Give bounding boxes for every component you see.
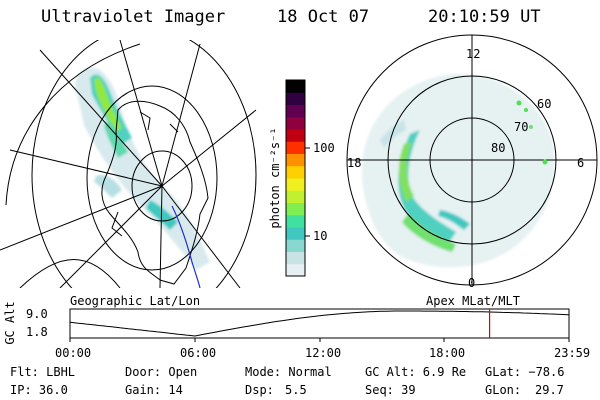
altitude-tick-low: 1.8 (26, 325, 48, 339)
colorbar-segment (286, 153, 305, 167)
info-dsp-label: Dsp: (245, 383, 274, 397)
colorbar-segment (286, 263, 305, 277)
info-door: Door: Open (125, 365, 198, 379)
colorbar-segment (286, 129, 305, 142)
colorbar-segment (286, 116, 305, 130)
time-tick: 00:00 (55, 346, 92, 360)
colorbar-gradient (286, 80, 305, 277)
colorbar-segment (286, 92, 305, 105)
colorbar-segment (286, 80, 305, 93)
colorbar-tick-label: 100 (313, 141, 335, 155)
time-tick: 18:00 (429, 346, 466, 360)
info-gc-alt: GC Alt: 6.9 Re (365, 365, 467, 379)
bright-spot (542, 159, 548, 165)
mlat-label-60: 60 (537, 97, 552, 111)
colorbar-segment (286, 239, 305, 252)
altitude-curve (69, 310, 570, 337)
left-aurora-image (75, 68, 210, 270)
colorbar-unit-label: photon cm⁻²s⁻¹ (268, 127, 282, 229)
mlt-label-12: 12 (466, 47, 481, 61)
mlt-label-18: 18 (347, 156, 362, 170)
geographic-map (0, 40, 257, 288)
right-panel-label: Apex MLat/MLT (426, 294, 520, 308)
bright-spot (529, 125, 533, 129)
colorbar-segment (286, 178, 305, 191)
info-ip: IP: 36.0 (10, 383, 68, 397)
info-glat: GLat: −78.6 (485, 365, 565, 379)
image-time: 20:10:59 UT (428, 7, 541, 27)
mlat-label-70: 70 (514, 120, 529, 134)
colorbar-segment (286, 190, 305, 203)
bright-spot (524, 108, 528, 112)
info-dsp-value: 5.5 (285, 383, 307, 397)
mlt-label-0: 0 (468, 276, 476, 290)
mlat-label-80: 80 (491, 141, 506, 155)
info-glon-label: GLon: (485, 383, 522, 397)
orbit-track (171, 205, 201, 288)
altitude-axis-label: GC Alt (3, 301, 17, 345)
right-aurora-image (362, 73, 555, 268)
colorbar-segment (286, 165, 305, 179)
info-filter: Flt: LBHL (10, 365, 76, 379)
colorbar-segment (286, 251, 305, 265)
colorbar-tick-label: 10 (313, 229, 328, 243)
colorbar-segment (286, 141, 305, 154)
altitude-tick-high: 9.0 (26, 307, 48, 321)
info-glon-value: 29.7 (535, 383, 564, 397)
image-date: 18 Oct 07 (277, 7, 370, 27)
apex-polar-plot (346, 34, 598, 286)
mlt-label-6: 6 (577, 156, 585, 170)
time-tick: 12:00 (305, 346, 342, 360)
info-mode: Mode: Normal (245, 365, 332, 379)
bright-spot (516, 100, 522, 106)
colorbar-segment (286, 227, 305, 240)
app-title: Ultraviolet Imager (41, 7, 226, 27)
colorbar-segment (286, 202, 305, 216)
colorbar-segment (286, 104, 305, 118)
altitude-plot (69, 308, 570, 342)
info-seq: Seq: 39 (365, 383, 416, 397)
time-tick: 23:59 (554, 346, 591, 360)
info-gain: Gain: 14 (125, 383, 183, 397)
time-tick: 06:00 (180, 346, 217, 360)
colorbar-segment (286, 214, 305, 228)
left-panel-label: Geographic Lat/Lon (70, 294, 201, 308)
colorbar (285, 79, 310, 277)
